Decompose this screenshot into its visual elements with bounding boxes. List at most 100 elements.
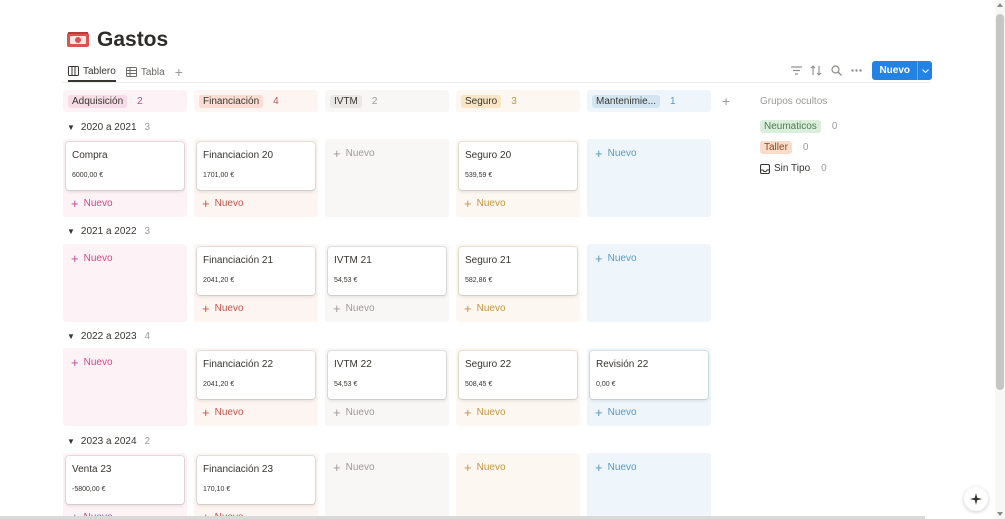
new-card-button[interactable]: + Nuevo	[464, 197, 506, 210]
column-header-financiacion[interactable]: Financiación 4	[194, 90, 318, 112]
collapse-caret-icon[interactable]: ▼	[67, 332, 75, 341]
add-group-icon[interactable]: +	[722, 93, 731, 109]
hidden-group-taller[interactable]: Taller 0	[760, 137, 837, 158]
new-card-label: Nuevo	[476, 303, 506, 314]
card-amount: 2041,20 €	[203, 277, 235, 284]
scroll-up-icon[interactable]	[997, 3, 1003, 7]
column-header-seguro[interactable]: Seguro 3	[456, 90, 580, 112]
new-card-button[interactable]: + Nuevo	[333, 147, 375, 160]
new-card-button[interactable]: + Nuevo	[595, 461, 637, 474]
group-header[interactable]: ▼ 2022 a 2023 4	[67, 331, 150, 342]
hidden-group-label: Sin Tipo	[774, 163, 811, 174]
tab-tabla-label: Tabla	[140, 66, 165, 78]
sort-icon[interactable]	[809, 64, 823, 78]
new-card-label: Nuevo	[345, 462, 375, 473]
group-name: 2021 a 2022	[80, 226, 137, 237]
new-button[interactable]: Nuevo	[872, 61, 932, 80]
hidden-group-sin-tipo[interactable]: Sin Tipo 0	[760, 158, 837, 179]
card-amount: 539,59 €	[465, 172, 493, 179]
column-tag: Seguro	[461, 94, 502, 108]
column-count: 2	[371, 95, 378, 107]
group-header[interactable]: ▼ 2020 a 2021 3	[67, 122, 150, 133]
filter-icon[interactable]	[789, 64, 803, 78]
board-card[interactable]: Seguro 22 508,45 €	[459, 351, 577, 399]
new-card-button[interactable]: + Nuevo	[202, 302, 244, 315]
board-card[interactable]: IVTM 22 54,53 €	[328, 351, 446, 399]
board-card[interactable]: Financiación 23 170,10 €	[197, 456, 315, 504]
new-card-button[interactable]: + Nuevo	[333, 406, 375, 419]
new-card-button[interactable]: + Nuevo	[202, 511, 244, 519]
card-amount: 2041,20 €	[203, 381, 235, 388]
new-card-button[interactable]: + Nuevo	[71, 509, 113, 519]
card-title: Revisión 22	[596, 359, 649, 370]
card-title: Seguro 22	[465, 359, 512, 370]
board-cell: + Nuevo	[456, 453, 580, 519]
chevron-down-icon[interactable]	[917, 61, 932, 80]
column-count: 4	[273, 95, 279, 107]
board-cell: Financiacion 20 1701,00 € + Nuevo	[194, 139, 318, 217]
card-amount: 1701,00 €	[203, 172, 235, 179]
column-header-mant[interactable]: Mantenimie... 1	[587, 90, 711, 112]
new-card-button[interactable]: + Nuevo	[464, 302, 506, 315]
search-icon[interactable]	[829, 64, 843, 78]
board-cell: Seguro 20 539,59 € + Nuevo	[456, 139, 580, 217]
column-header-ivtm[interactable]: IVTM 2	[325, 90, 449, 112]
collapse-caret-icon[interactable]: ▼	[67, 227, 75, 236]
hidden-group-count: 0	[821, 163, 827, 174]
board-card[interactable]: Financiacion 20 1701,00 €	[197, 142, 315, 190]
new-card-label: Nuevo	[84, 512, 113, 519]
column-header-adquisicion[interactable]: Adquisición 2	[63, 90, 187, 112]
money-icon[interactable]	[66, 31, 90, 49]
new-card-button[interactable]: + Nuevo	[71, 197, 113, 210]
collapse-caret-icon[interactable]: ▼	[67, 123, 75, 132]
new-card-button[interactable]: + Nuevo	[202, 197, 244, 210]
plus-icon: +	[71, 509, 79, 519]
group-header[interactable]: ▼ 2023 a 2024 2	[67, 436, 150, 447]
new-card-button[interactable]: + Nuevo	[595, 404, 637, 420]
board-card[interactable]: Financiación 21 2041,20 €	[197, 247, 315, 295]
new-card-button[interactable]: + Nuevo	[333, 459, 375, 475]
board-card[interactable]: IVTM 21 54,53 €	[328, 247, 446, 295]
more-options-icon[interactable]	[849, 64, 863, 78]
new-card-button[interactable]: + Nuevo	[595, 147, 637, 160]
plus-icon: +	[595, 404, 603, 420]
new-card-button[interactable]: + Nuevo	[71, 252, 113, 265]
new-card-button[interactable]: + Nuevo	[71, 356, 113, 369]
tab-tabla[interactable]: Tabla	[125, 62, 165, 82]
vertical-scrollbar[interactable]	[995, 0, 1005, 519]
hidden-group-neumaticos[interactable]: Neumaticos 0	[760, 116, 837, 137]
horizontal-scrollbar[interactable]	[0, 516, 925, 519]
plus-icon: +	[333, 300, 341, 316]
scrollbar-thumb[interactable]	[996, 14, 1004, 390]
add-view-icon[interactable]: +	[174, 64, 183, 80]
new-card-label: Nuevo	[83, 253, 113, 264]
collapse-caret-icon[interactable]: ▼	[67, 437, 75, 446]
new-card-button[interactable]: + Nuevo	[464, 406, 506, 419]
new-card-button[interactable]: + Nuevo	[333, 300, 375, 316]
board-card[interactable]: Seguro 20 539,59 €	[459, 142, 577, 190]
new-card-button[interactable]: + Nuevo	[202, 406, 244, 419]
tab-tablero[interactable]: Tablero	[68, 62, 116, 82]
board-card[interactable]: Revisión 22 0,00 €	[590, 351, 708, 399]
card-amount: 54,53 €	[334, 277, 358, 284]
new-card-button[interactable]: + Nuevo	[595, 252, 637, 265]
ai-assistant-button[interactable]	[964, 487, 988, 511]
board-card[interactable]: Seguro 21 582,86 €	[459, 247, 577, 295]
card-amount: 54,53 €	[334, 381, 358, 388]
board-card[interactable]: Venta 23 -5800,00 €	[66, 456, 184, 504]
new-button-label[interactable]: Nuevo	[879, 65, 910, 76]
group-header[interactable]: ▼ 2021 a 2022 3	[67, 226, 150, 237]
board-card[interactable]: Financiación 22 2041,20 €	[197, 351, 315, 399]
scroll-down-icon[interactable]	[997, 512, 1003, 516]
board-cell: Revisión 22 0,00 € + Nuevo	[587, 348, 711, 426]
board-cell: Seguro 22 508,45 € + Nuevo	[456, 348, 580, 426]
board-cell: Financiación 22 2041,20 € + Nuevo	[194, 348, 318, 426]
plus-icon: +	[333, 459, 341, 475]
card-title: IVTM 21	[334, 255, 372, 266]
card-amount: 508,45 €	[465, 381, 493, 388]
inbox-icon	[760, 163, 770, 174]
new-card-label: Nuevo	[215, 512, 244, 519]
toolbar: Nuevo	[783, 61, 932, 80]
board-card[interactable]: Compra 6000,00 €	[66, 142, 184, 190]
new-card-button[interactable]: + Nuevo	[464, 461, 506, 474]
